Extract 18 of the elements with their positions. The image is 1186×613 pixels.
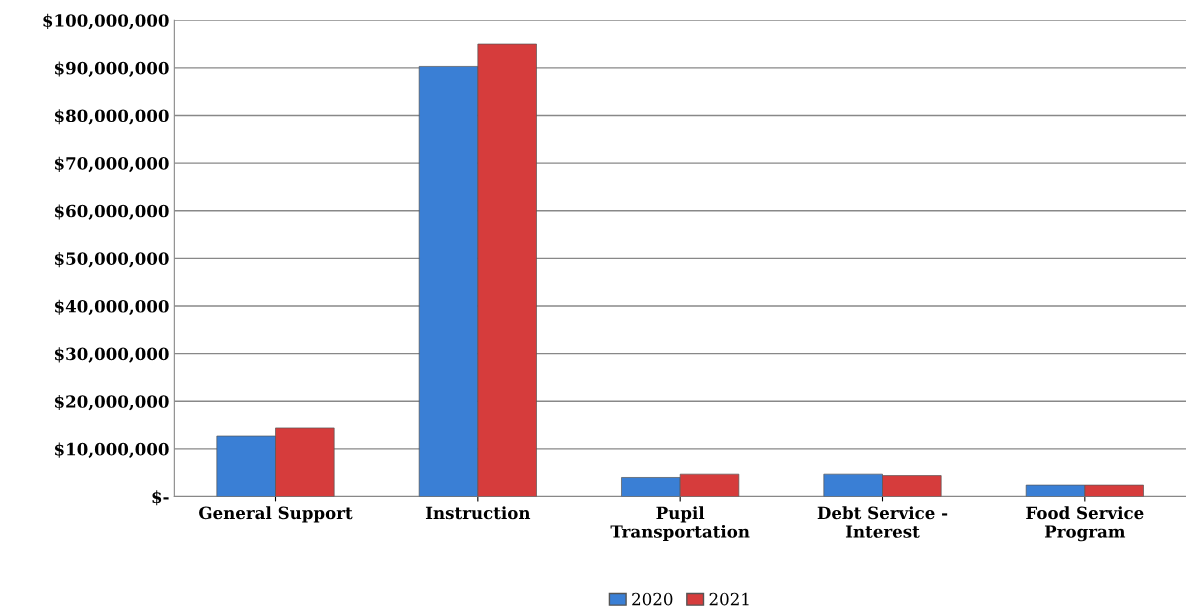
y-tick-label: $20,000,000 [54,394,169,411]
y-tick-label: $80,000,000 [54,109,169,125]
y-tick-label: $100,000,000 [43,13,169,30]
x-tick-label: Instruction [425,506,531,520]
x-tick-label: General Support [199,506,353,523]
y-tick-label: $70,000,000 [54,156,169,173]
y-tick-label: $10,000,000 [54,442,169,458]
x-tick-label: Debt Service - Interest [817,506,948,538]
y-tick-label: $40,000,000 [54,299,169,316]
y-tick-label: $30,000,000 [54,347,169,363]
x-tick-label: Pupil Transportation [610,506,750,542]
x-tick-label: Food Service Program [1026,506,1144,542]
y-tick-label: $90,000,000 [54,61,169,77]
y-tick-label: $- [152,490,169,506]
y-tick-label: $50,000,000 [54,252,169,268]
legend-label: 2020 [632,592,673,606]
y-tick-label: $60,000,000 [54,204,169,220]
legend-label: 2021 [709,592,749,606]
